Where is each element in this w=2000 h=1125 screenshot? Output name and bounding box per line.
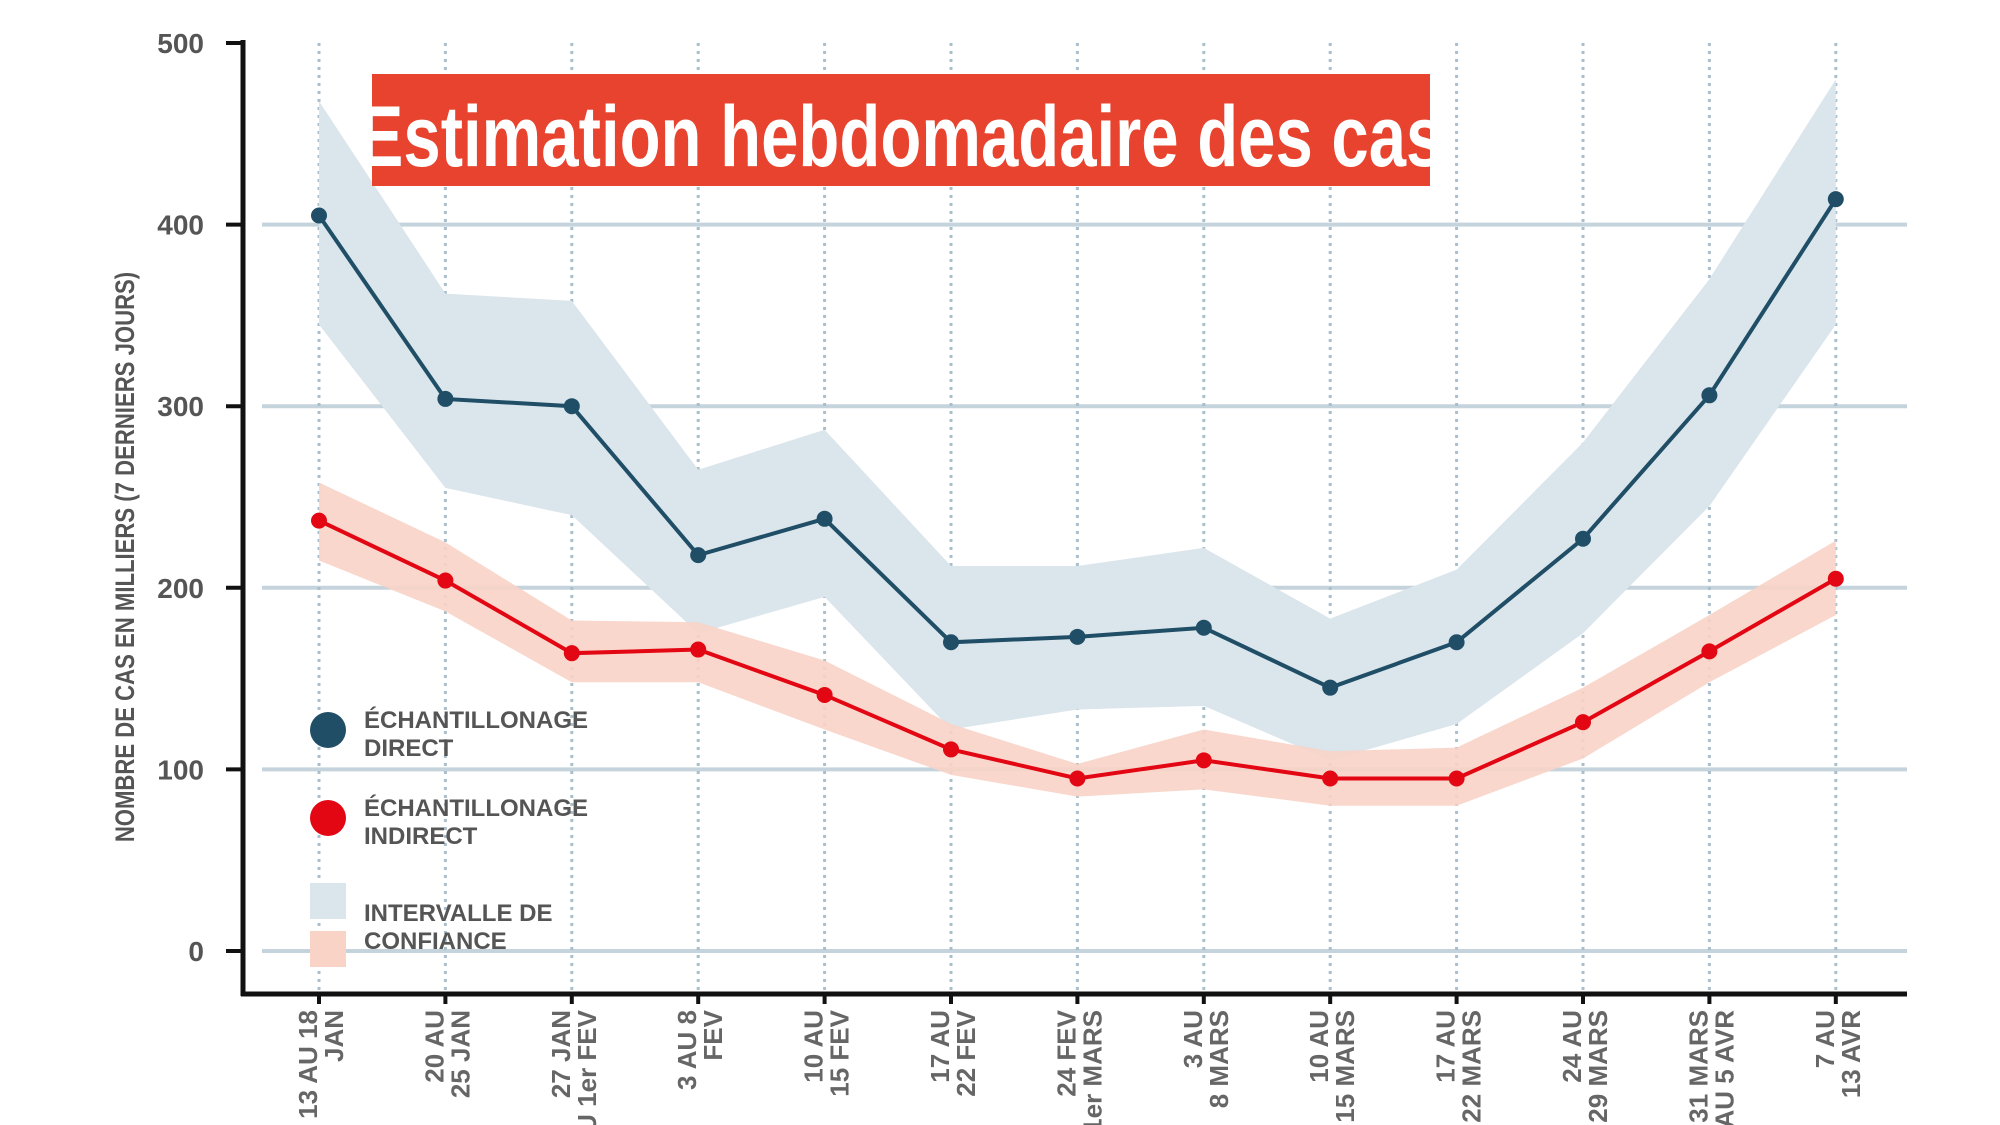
x-tick-label: 17 AU	[925, 1010, 955, 1083]
data-point-direct	[1069, 628, 1086, 645]
legend-marker-indirect	[310, 800, 346, 836]
x-tick-label: 22 MARS	[1457, 1010, 1487, 1123]
data-point-direct	[816, 510, 833, 527]
x-tick-label: JAN	[319, 1010, 349, 1062]
title-background	[372, 74, 1430, 186]
data-point-indirect	[1575, 714, 1591, 731]
legend-label-indirect-1: ÉCHANTILLONAGE	[364, 794, 588, 822]
data-point-indirect	[563, 645, 580, 662]
legend: ÉCHANTILLONAGE DIRECT ÉCHANTILLONAGE IND…	[310, 706, 588, 967]
legend-label-direct-1: ÉCHANTILLONAGE	[364, 706, 588, 734]
x-tick-label: 3 AU 8	[672, 1010, 702, 1090]
data-point-direct	[437, 390, 454, 407]
data-point-indirect	[1322, 770, 1339, 787]
data-point-indirect	[1069, 770, 1086, 787]
y-tick-label: 400	[157, 210, 204, 241]
legend-label-indirect-2: INDIRECT	[364, 823, 478, 850]
data-point-direct	[1701, 387, 1718, 404]
y-axis-label: NOMBRE DE CAS EN MILLIERS (7 DERNIERS JO…	[111, 272, 141, 842]
legend-swatch-ci-indirect	[310, 931, 346, 967]
data-point-direct	[563, 398, 580, 415]
x-tick-label: 3 AU	[1178, 1010, 1208, 1068]
x-tick-label: AU 5 AVR	[1709, 1010, 1739, 1125]
x-tick-label: FEV	[698, 1009, 728, 1060]
x-tick-label: 31 MARS	[1683, 1010, 1713, 1123]
data-point-indirect	[311, 512, 327, 529]
data-point-indirect	[437, 572, 454, 589]
x-tick-label: 22 FEV	[951, 1009, 981, 1096]
data-point-direct	[943, 634, 959, 651]
x-tick-label: AU 1er FEV	[572, 1009, 602, 1125]
title-box: Estimation hebdomadaire des cas	[359, 74, 1444, 186]
data-point-direct	[1322, 679, 1339, 696]
data-point-indirect	[690, 641, 707, 658]
x-tick-label: 10 AU	[799, 1010, 829, 1083]
x-tick-label: 13 AVR	[1836, 1010, 1866, 1098]
y-tick-label: 100	[157, 754, 204, 785]
x-tick-label: 13 AU 18	[293, 1010, 323, 1119]
x-tick-label: 10 AU	[1304, 1010, 1334, 1083]
data-point-direct	[1195, 619, 1212, 636]
x-tick-label: 25 JAN	[445, 1010, 475, 1098]
confidence-bands	[319, 79, 1836, 806]
x-tick-label: 15 MARS	[1330, 1010, 1360, 1123]
data-point-indirect	[1195, 752, 1212, 769]
data-point-direct	[1448, 634, 1465, 651]
x-tick-label: 17 AU	[1431, 1010, 1461, 1083]
legend-label-ci-2: CONFIANCE	[364, 928, 507, 955]
data-point-indirect	[1701, 643, 1718, 660]
legend-label-ci-1: INTERVALLE DE	[364, 900, 552, 927]
x-tick-label: 27 JAN	[546, 1010, 576, 1098]
data-point-indirect	[943, 741, 959, 758]
y-tick-label: 200	[157, 573, 204, 604]
chart-title: Estimation hebdomadaire des cas	[359, 89, 1444, 185]
legend-label-direct-2: DIRECT	[364, 735, 454, 762]
y-tick-label: 500	[157, 28, 204, 59]
series-lines	[311, 191, 1844, 787]
data-point-direct	[1827, 191, 1844, 208]
x-tick-label: 1er MARS	[1077, 1010, 1107, 1125]
x-tick-label: 15 FEV	[825, 1009, 855, 1096]
x-tick-label: 24 FEV	[1051, 1009, 1081, 1096]
ci-band-indirect	[319, 482, 1836, 806]
ci-band-direct	[319, 79, 1836, 761]
x-tick-label: 7 AU	[1810, 1010, 1840, 1068]
data-point-direct	[1575, 530, 1591, 547]
data-point-indirect	[816, 686, 833, 703]
data-point-direct	[311, 207, 327, 224]
x-tick-label: 20 AU	[419, 1010, 449, 1083]
y-tick-label: 300	[157, 391, 204, 422]
x-tick-label: 24 AU	[1557, 1010, 1587, 1083]
data-point-indirect	[1827, 570, 1844, 587]
data-point-indirect	[1448, 770, 1465, 787]
y-tick-label: 0	[188, 936, 204, 967]
legend-marker-direct	[310, 712, 346, 748]
data-point-direct	[690, 547, 707, 564]
x-tick-label: 29 MARS	[1583, 1010, 1613, 1123]
x-tick-label: 8 MARS	[1204, 1010, 1234, 1108]
legend-swatch-ci-direct	[310, 883, 346, 919]
